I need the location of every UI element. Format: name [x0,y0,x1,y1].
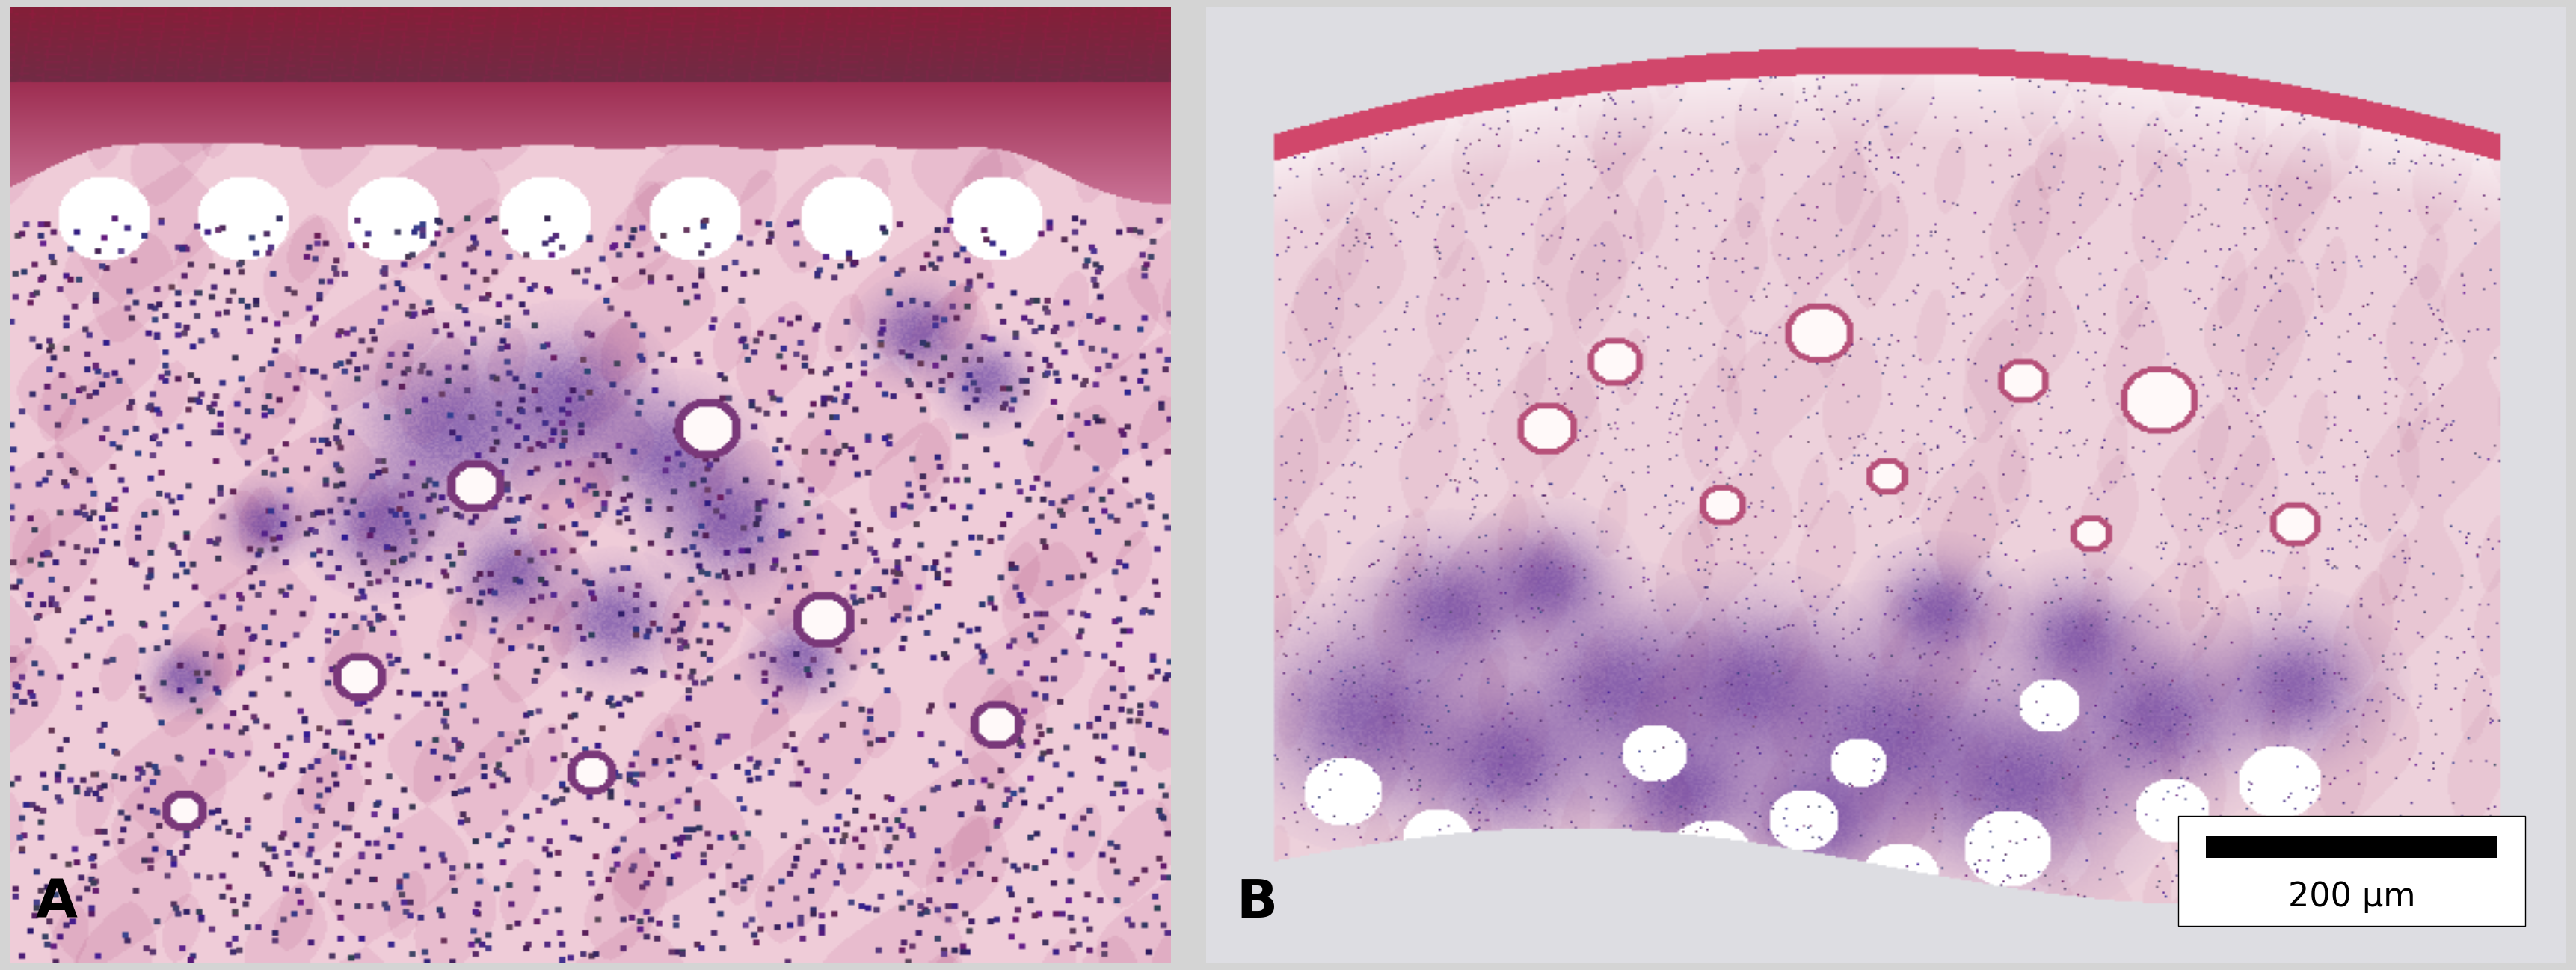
Text: 200 μm: 200 μm [2287,882,2416,914]
Text: A: A [36,877,77,929]
Text: B: B [1236,877,1278,929]
Bar [2179,816,2524,926]
Bar [2205,836,2496,857]
